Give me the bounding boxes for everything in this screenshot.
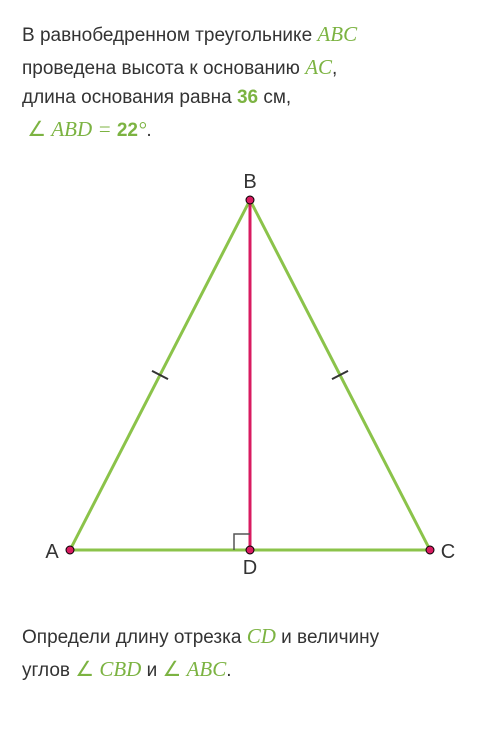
- eq-sign: =: [92, 117, 117, 141]
- q-line2c: .: [226, 660, 231, 681]
- diagram-container: B A C D: [22, 170, 478, 590]
- triangle-diagram: B A C D: [30, 170, 470, 590]
- var-abc: ABC: [317, 22, 357, 46]
- label-c: C: [441, 541, 455, 563]
- question-text: Определи длину отрезка CD и величину угл…: [22, 620, 478, 685]
- var-abc2: ABC: [187, 657, 227, 681]
- text-line2: проведена высота к основанию: [22, 58, 305, 79]
- vertex-a: [66, 546, 74, 554]
- var-abd: ABD: [51, 117, 92, 141]
- q-line1a: Определи длину отрезка: [22, 627, 247, 648]
- label-b: B: [243, 171, 256, 193]
- angle-symbol: ∠: [27, 117, 51, 141]
- label-a: A: [45, 541, 59, 563]
- num-22: 22: [117, 120, 138, 141]
- comma: ,: [332, 58, 337, 79]
- period1: .: [146, 120, 151, 141]
- angle-sym3: ∠: [163, 657, 187, 681]
- text-line3a: длина основания равна: [22, 87, 237, 108]
- q-line1b: и величину: [276, 627, 379, 648]
- problem-statement: В равнобедренном треугольнике ABC провед…: [22, 18, 478, 145]
- q-line2b: и: [141, 660, 162, 681]
- num-36: 36: [237, 87, 258, 108]
- label-d: D: [243, 557, 257, 579]
- vertex-d: [246, 546, 254, 554]
- var-cd: CD: [247, 624, 276, 648]
- q-line2a: углов: [22, 660, 75, 681]
- text-line3b: см,: [258, 87, 291, 108]
- text-line1: В равнобедренном треугольнике: [22, 25, 317, 46]
- angle-sym2: ∠: [75, 657, 99, 681]
- var-cbd: CBD: [99, 657, 141, 681]
- vertex-b: [246, 196, 254, 204]
- vertex-c: [426, 546, 434, 554]
- var-ac: AC: [305, 55, 332, 79]
